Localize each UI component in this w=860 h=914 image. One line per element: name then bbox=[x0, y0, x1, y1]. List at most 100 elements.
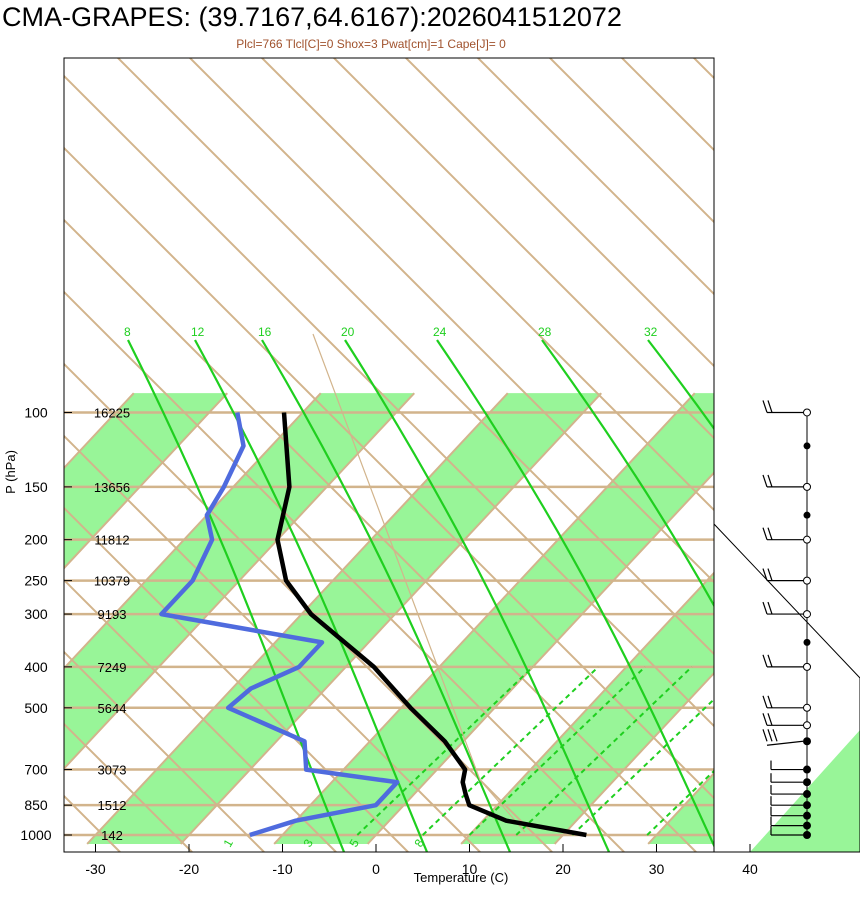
wind-barb-flag bbox=[767, 729, 773, 742]
wind-barb-flag bbox=[767, 474, 773, 488]
wind-barb-flag bbox=[762, 474, 768, 488]
wind-barb-flag bbox=[762, 527, 768, 540]
moist-adiabat-label: 16 bbox=[258, 325, 272, 339]
moist-adiabat bbox=[127, 339, 346, 852]
wind-barb-flag bbox=[762, 568, 768, 581]
wind-barb-flag bbox=[767, 601, 773, 615]
right-boundary bbox=[713, 58, 860, 852]
height-label: 7249 bbox=[98, 660, 127, 675]
y-tick-label: 300 bbox=[24, 606, 48, 622]
wind-barb-flag bbox=[762, 729, 768, 742]
y-tick-label: 850 bbox=[24, 797, 48, 813]
dry-adiabat bbox=[64, 650, 265, 852]
x-tick-label: 10 bbox=[462, 861, 478, 877]
wind-barb-flag bbox=[767, 568, 773, 581]
dry-adiabat bbox=[64, 506, 409, 852]
mixing-ratio-line bbox=[571, 697, 714, 836]
barb-station bbox=[803, 576, 811, 585]
height-label: 5644 bbox=[98, 701, 127, 716]
barb-station bbox=[803, 703, 811, 712]
dry-adiabat bbox=[64, 146, 714, 800]
wind-barb-flag bbox=[762, 695, 768, 708]
isotherm-line bbox=[64, 392, 228, 570]
height-label: 16225 bbox=[94, 405, 130, 420]
height-label: 10379 bbox=[94, 574, 130, 589]
wind-barb-flag bbox=[762, 400, 768, 413]
wind-barb-flag bbox=[762, 713, 768, 726]
mixing-ratio-line bbox=[356, 666, 534, 836]
wind-barb-flag bbox=[762, 654, 768, 668]
wind-barb-flag bbox=[767, 527, 773, 540]
mixing-ratio-line bbox=[646, 769, 714, 836]
moist-adiabat bbox=[436, 339, 714, 849]
dry-adiabat bbox=[0, 0, 48, 852]
y-tick-label: 700 bbox=[24, 762, 48, 778]
dry-adiabat bbox=[548, 58, 714, 224]
isotherm-band bbox=[274, 393, 714, 844]
wind-barb-flag bbox=[762, 601, 768, 615]
height-label: 142 bbox=[101, 828, 123, 843]
dry-adiabat bbox=[64, 290, 625, 852]
moist-adiabat-label: 32 bbox=[644, 325, 658, 339]
x-tick-label: 30 bbox=[649, 861, 665, 877]
x-tick-label: -10 bbox=[272, 861, 292, 877]
dry-adiabat bbox=[64, 578, 337, 852]
moist-adiabat-label: 20 bbox=[341, 325, 355, 339]
wind-barb-flag bbox=[767, 654, 773, 668]
x-tick-label: -30 bbox=[85, 861, 105, 877]
barb-level-dot bbox=[803, 638, 811, 646]
height-label: 1512 bbox=[98, 798, 127, 813]
height-label: 11812 bbox=[94, 533, 129, 548]
dry-adiabat bbox=[404, 58, 714, 368]
dry-adiabat bbox=[620, 58, 714, 152]
barb-station bbox=[803, 482, 811, 491]
barb-station bbox=[803, 408, 811, 417]
barb-station bbox=[803, 821, 811, 830]
moist-adiabat bbox=[541, 339, 714, 608]
mixing-ratio-line bbox=[422, 666, 600, 836]
x-tick-label: 20 bbox=[555, 861, 571, 877]
wind-barb-flag bbox=[767, 400, 773, 413]
dry-adiabat bbox=[64, 218, 697, 852]
wind-barb-flag bbox=[767, 695, 773, 708]
barb-station bbox=[803, 535, 811, 544]
barb-level-dot bbox=[803, 442, 811, 450]
barb-station bbox=[803, 801, 811, 810]
temperature-line bbox=[275, 412, 587, 838]
barb-station bbox=[803, 778, 811, 787]
x-tick-label: -20 bbox=[179, 861, 199, 877]
chart-subtitle: Plcl=766 Tlcl[C]=0 Shox=3 Pwat[cm]=1 Cap… bbox=[236, 37, 506, 51]
y-tick-label: 150 bbox=[24, 479, 48, 495]
y-tick-label: 250 bbox=[24, 573, 48, 589]
dry-adiabat bbox=[64, 74, 714, 728]
barb-level-dot bbox=[803, 511, 811, 519]
parcel-path bbox=[312, 333, 526, 833]
x-tick-label: 40 bbox=[742, 861, 758, 877]
moist-adiabat-label: 28 bbox=[538, 325, 552, 339]
moist-adiabat-label: 24 bbox=[433, 325, 447, 339]
wind-barb-shaft bbox=[766, 740, 804, 746]
y-tick-label: 400 bbox=[24, 659, 48, 675]
barb-station bbox=[803, 765, 811, 774]
x-tick-label: 0 bbox=[372, 861, 380, 877]
height-label: 3073 bbox=[98, 763, 127, 778]
y-tick-label: 100 bbox=[24, 404, 48, 420]
barb-station bbox=[803, 737, 811, 746]
dry-adiabat bbox=[476, 58, 714, 296]
chart-title: CMA-GRAPES: (39.7167,64.6167):2026041512… bbox=[2, 2, 622, 32]
dry-adiabat bbox=[64, 362, 553, 852]
mixing-ratio-line bbox=[468, 666, 646, 836]
moist-adiabat-label: 8 bbox=[124, 325, 131, 339]
dry-adiabat bbox=[188, 58, 714, 584]
barb-station bbox=[803, 811, 811, 820]
height-label: 13656 bbox=[94, 480, 130, 495]
isotherm-line bbox=[64, 392, 415, 771]
x-axis-label: Temperature (C) bbox=[414, 870, 509, 885]
barb-station bbox=[803, 831, 811, 839]
y-tick-label: 200 bbox=[24, 532, 48, 548]
y-tick-label: 1000 bbox=[20, 827, 51, 843]
mixing-ratio-line bbox=[515, 666, 693, 836]
moist-adiabat bbox=[261, 339, 512, 852]
moist-adiabat-label: 12 bbox=[191, 325, 205, 339]
